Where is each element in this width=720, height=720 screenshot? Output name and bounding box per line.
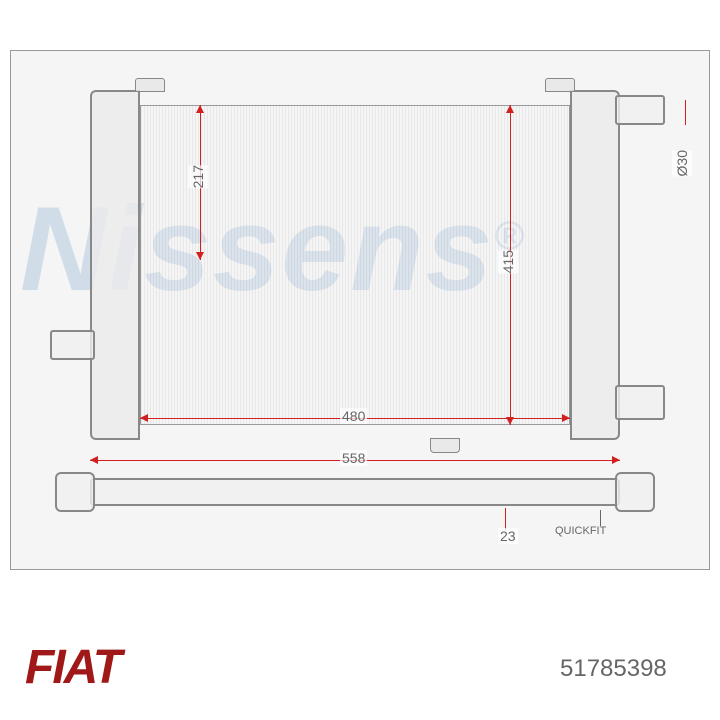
dim-core-height: 415 xyxy=(498,250,518,273)
top-bracket-left xyxy=(135,78,165,92)
dim-line-depth xyxy=(505,508,506,530)
part-number: 51785398 xyxy=(560,655,667,683)
dim-port-height: 217 xyxy=(188,165,208,188)
top-bracket-right xyxy=(545,78,575,92)
dim-core-width: 480 xyxy=(340,408,367,424)
bottom-right-cap xyxy=(615,472,655,512)
dim-arrow-cw-l xyxy=(140,414,148,422)
page-root: Nissens® 480 558 415 217 Ø30 23 QUICKFIT xyxy=(0,0,720,720)
inlet-port xyxy=(615,95,665,125)
quickfit-leader xyxy=(600,510,601,526)
brand-logo: FIAT xyxy=(25,640,120,695)
bottom-view-bar xyxy=(90,478,620,506)
dim-arrow-cw-r xyxy=(562,414,570,422)
dim-arrow-ow-l xyxy=(90,456,98,464)
dim-port-dia: Ø30 xyxy=(672,150,692,176)
drain-plug xyxy=(430,438,460,453)
dim-arrow-ch-t xyxy=(506,105,514,113)
dim-line-port-dia xyxy=(685,100,686,125)
dim-arrow-ph-b xyxy=(196,252,204,260)
left-tank xyxy=(90,90,140,440)
right-tank xyxy=(570,90,620,440)
dim-overall-width: 558 xyxy=(340,450,367,466)
dim-arrow-ph-t xyxy=(196,105,204,113)
dim-arrow-ch-b xyxy=(506,417,514,425)
bottom-left-cap xyxy=(55,472,95,512)
dim-arrow-ow-r xyxy=(612,456,620,464)
dim-depth: 23 xyxy=(498,528,518,544)
quickfit-label: QUICKFIT xyxy=(555,525,606,537)
outlet-port xyxy=(615,385,665,420)
left-port xyxy=(50,330,95,360)
